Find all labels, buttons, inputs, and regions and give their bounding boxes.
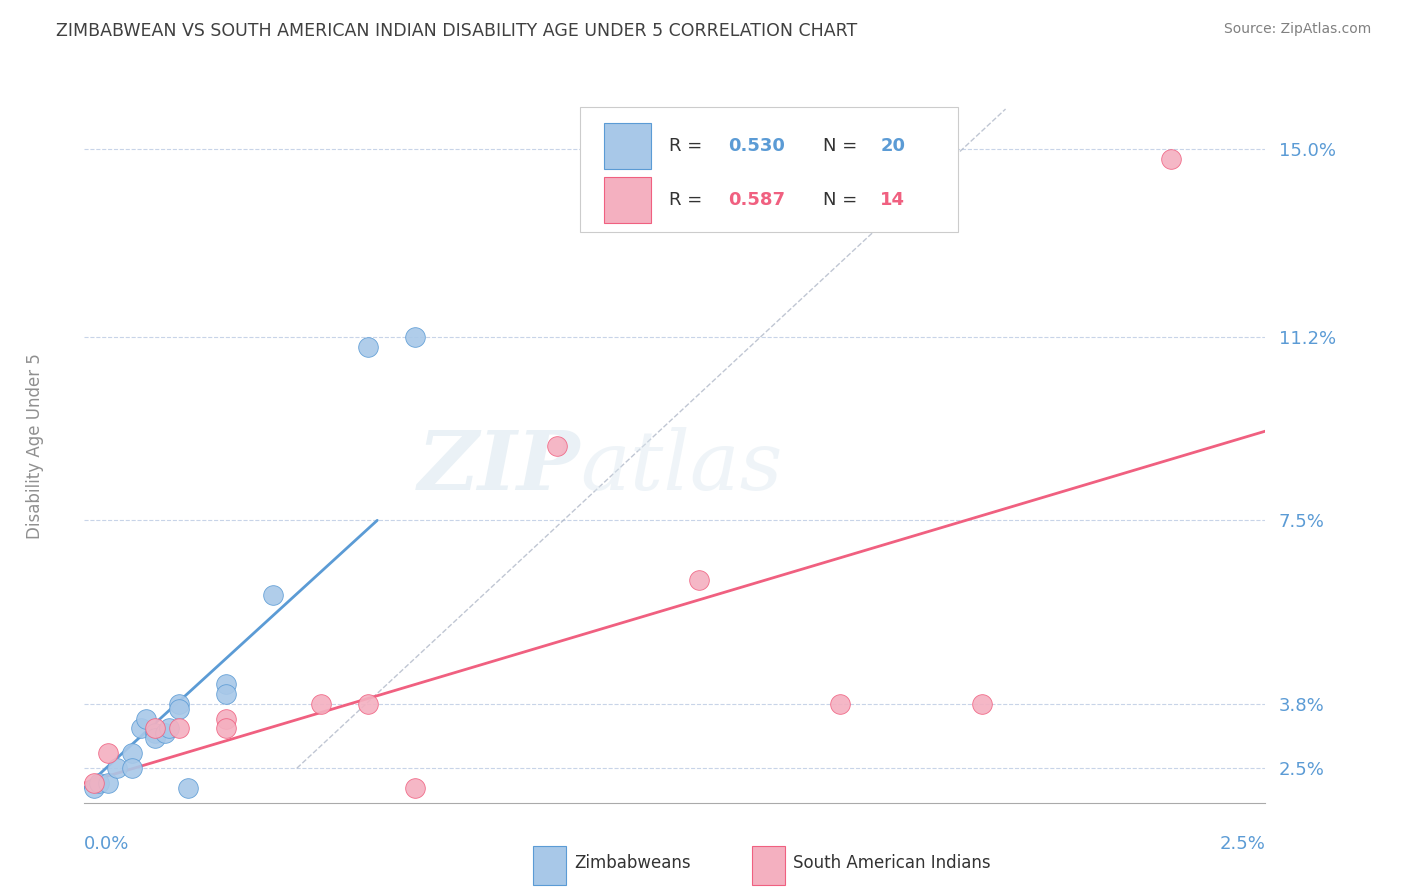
Text: R =: R = xyxy=(669,191,709,209)
Point xyxy=(129,722,152,736)
FancyBboxPatch shape xyxy=(533,846,567,885)
Point xyxy=(135,712,157,726)
Point xyxy=(153,726,176,740)
Point xyxy=(688,573,710,587)
Text: 14: 14 xyxy=(880,191,905,209)
Point xyxy=(97,776,120,790)
Text: South American Indians: South American Indians xyxy=(793,855,991,872)
Text: 20: 20 xyxy=(880,137,905,155)
Text: 2.5%: 2.5% xyxy=(1219,835,1265,853)
Point xyxy=(309,697,332,711)
Point xyxy=(121,746,143,760)
Point xyxy=(143,731,166,746)
Point xyxy=(167,722,190,736)
Text: Source: ZipAtlas.com: Source: ZipAtlas.com xyxy=(1223,22,1371,37)
Point xyxy=(546,439,568,453)
Point xyxy=(215,712,238,726)
Point xyxy=(404,780,426,795)
Point xyxy=(121,761,143,775)
Point xyxy=(970,697,993,711)
Point xyxy=(215,687,238,701)
Text: N =: N = xyxy=(823,191,862,209)
Text: 0.587: 0.587 xyxy=(728,191,785,209)
Text: N =: N = xyxy=(823,137,862,155)
Point xyxy=(262,588,284,602)
FancyBboxPatch shape xyxy=(605,123,651,169)
Point xyxy=(215,677,238,691)
Point xyxy=(830,697,852,711)
Text: ZIP: ZIP xyxy=(418,427,581,508)
Point xyxy=(167,697,190,711)
Text: 0.530: 0.530 xyxy=(728,137,785,155)
Point xyxy=(167,701,190,715)
Text: Zimbabweans: Zimbabweans xyxy=(575,855,692,872)
Point xyxy=(404,330,426,344)
Point xyxy=(177,780,200,795)
Text: atlas: atlas xyxy=(581,427,783,508)
FancyBboxPatch shape xyxy=(581,107,959,232)
Point xyxy=(87,776,110,790)
Text: R =: R = xyxy=(669,137,709,155)
Point xyxy=(215,722,238,736)
Text: Disability Age Under 5: Disability Age Under 5 xyxy=(27,353,44,539)
Point xyxy=(143,722,166,736)
Point xyxy=(83,776,105,790)
Point xyxy=(83,780,105,795)
Point xyxy=(357,697,380,711)
Point xyxy=(357,340,380,354)
FancyBboxPatch shape xyxy=(752,846,785,885)
Point xyxy=(157,722,180,736)
Text: 0.0%: 0.0% xyxy=(84,835,129,853)
Point xyxy=(1160,152,1182,166)
FancyBboxPatch shape xyxy=(605,177,651,223)
Point xyxy=(97,746,120,760)
Point xyxy=(143,726,166,740)
Point xyxy=(107,761,129,775)
Text: ZIMBABWEAN VS SOUTH AMERICAN INDIAN DISABILITY AGE UNDER 5 CORRELATION CHART: ZIMBABWEAN VS SOUTH AMERICAN INDIAN DISA… xyxy=(56,22,858,40)
